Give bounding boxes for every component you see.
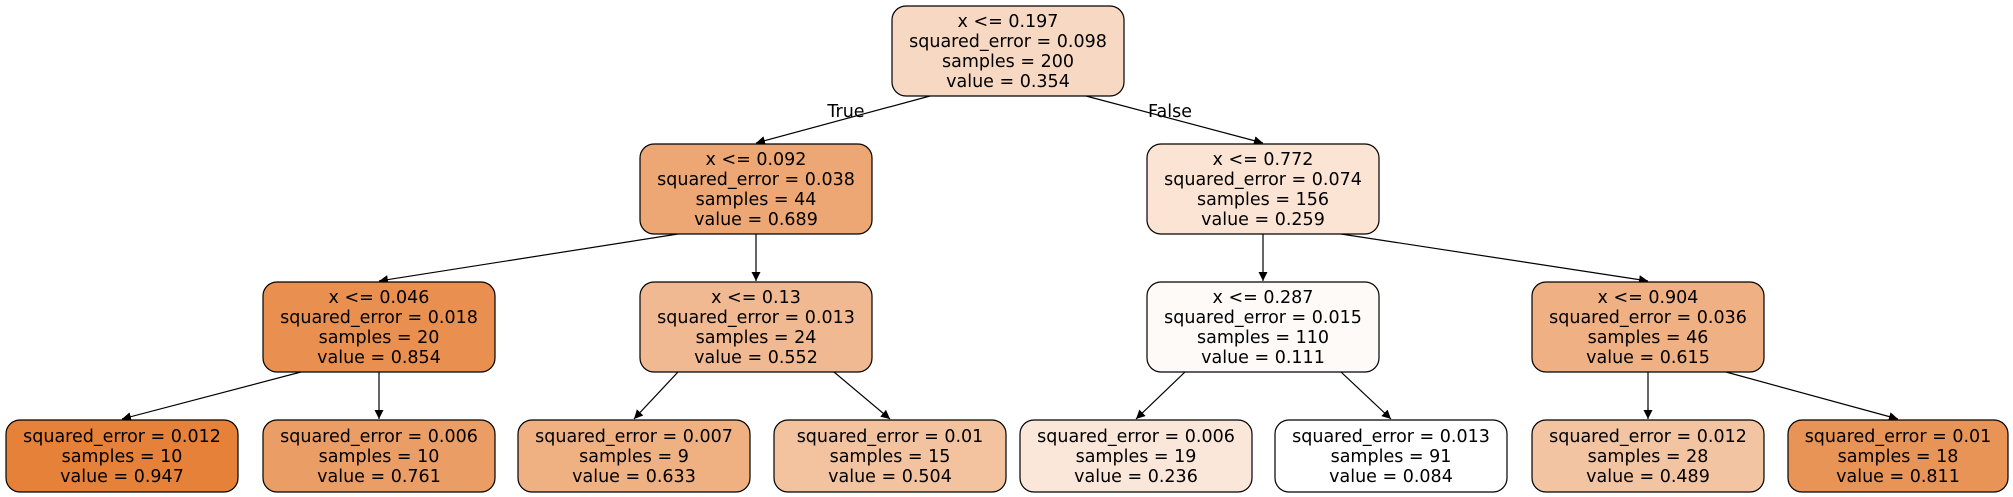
node-box: [1146, 281, 1380, 373]
node-line: samples = 28: [1588, 447, 1709, 467]
node-line: value = 0.633: [572, 467, 696, 487]
node-line: squared_error = 0.074: [1164, 170, 1362, 190]
node-line: squared_error = 0.098: [909, 32, 1107, 52]
node-line: squared_error = 0.006: [280, 427, 478, 447]
edge-labels-layer: True False: [826, 102, 1192, 122]
node-box: [891, 5, 1125, 97]
node-line: squared_error = 0.036: [1549, 308, 1747, 328]
edge-9-10: [1135, 371, 1186, 420]
edge-5-6: [633, 371, 679, 420]
node-line: samples = 44: [696, 190, 817, 210]
node-line: samples = 46: [1588, 328, 1709, 348]
edge-0-1: [755, 95, 931, 145]
node-line: x <= 0.092: [706, 150, 807, 170]
edge-1-2: [378, 233, 679, 285]
node-box: [639, 143, 873, 235]
node-line: samples = 20: [319, 328, 440, 348]
node-box: [262, 419, 496, 493]
node-line: x <= 0.046: [329, 288, 430, 308]
node-line: samples = 200: [942, 52, 1074, 72]
edge-0-8: [1085, 95, 1264, 146]
node-line: samples = 91: [1331, 447, 1452, 467]
node-line: squared_error = 0.01: [797, 427, 984, 447]
edge-label-false: False: [1148, 102, 1192, 122]
node-line: samples = 18: [1838, 447, 1959, 467]
node-box: [1531, 281, 1765, 373]
node-line: samples = 9: [579, 447, 689, 467]
node-line: squared_error = 0.006: [1037, 427, 1235, 447]
node-line: squared_error = 0.015: [1164, 308, 1362, 328]
node-line: samples = 156: [1197, 190, 1329, 210]
node-line: squared_error = 0.007: [535, 427, 733, 447]
node-box: [517, 419, 751, 493]
node-line: squared_error = 0.038: [657, 170, 855, 190]
edge-12-14: [1725, 371, 1899, 421]
node-line: x <= 0.904: [1598, 288, 1699, 308]
node-line: samples = 24: [696, 328, 817, 348]
node-box: [1146, 143, 1380, 235]
node-line: samples = 10: [62, 447, 183, 467]
node-line: value = 0.504: [828, 467, 952, 487]
node-line: value = 0.947: [60, 467, 184, 487]
node-line: value = 0.854: [317, 348, 441, 368]
node-line: squared_error = 0.018: [280, 308, 478, 328]
node-line: samples = 15: [830, 447, 951, 467]
node-box: [5, 419, 239, 493]
node-line: value = 0.689: [694, 210, 818, 230]
node-line: value = 0.761: [317, 467, 441, 487]
edges-layer: [121, 95, 1899, 422]
node-line: squared_error = 0.01: [1805, 427, 1992, 447]
node-box: [1531, 419, 1765, 493]
node-box: [262, 281, 496, 373]
node-line: value = 0.236: [1074, 467, 1198, 487]
node-line: value = 0.811: [1836, 467, 1960, 487]
edge-5-7: [833, 371, 891, 420]
edge-8-12: [1340, 233, 1649, 285]
node-line: x <= 0.197: [958, 12, 1059, 32]
node-line: value = 0.084: [1329, 467, 1453, 487]
node-line: value = 0.354: [946, 72, 1070, 92]
node-line: value = 0.259: [1201, 210, 1325, 230]
node-line: squared_error = 0.012: [23, 427, 221, 447]
node-line: squared_error = 0.013: [657, 308, 855, 328]
node-box: [1787, 419, 2009, 493]
node-line: samples = 110: [1197, 328, 1329, 348]
edge-label-true: True: [826, 102, 864, 122]
node-line: x <= 0.772: [1213, 150, 1314, 170]
node-line: value = 0.489: [1586, 467, 1710, 487]
node-box: [639, 281, 873, 373]
edge-2-3: [121, 371, 302, 422]
edge-9-11: [1340, 371, 1392, 420]
node-line: samples = 19: [1076, 447, 1197, 467]
node-line: squared_error = 0.012: [1549, 427, 1747, 447]
node-box: [773, 419, 1007, 493]
node-box: [1274, 419, 1508, 493]
node-line: value = 0.552: [694, 348, 818, 368]
node-line: samples = 10: [319, 447, 440, 467]
node-line: squared_error = 0.013: [1292, 427, 1490, 447]
node-line: x <= 0.287: [1213, 288, 1314, 308]
node-line: x <= 0.13: [711, 288, 801, 308]
node-box: [1019, 419, 1253, 493]
node-line: value = 0.111: [1201, 348, 1325, 368]
node-line: value = 0.615: [1586, 348, 1710, 368]
